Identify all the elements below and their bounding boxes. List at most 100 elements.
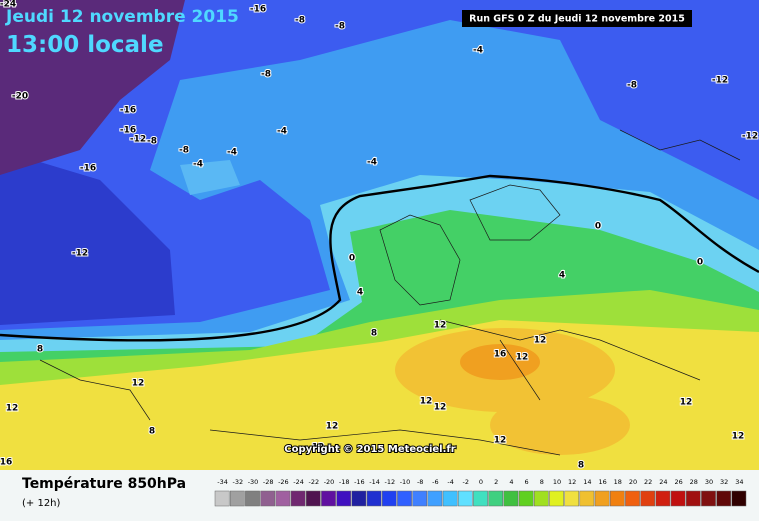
legend-label: 18 xyxy=(614,478,622,486)
legend-label: -26 xyxy=(278,478,289,486)
contour-label: -16 xyxy=(120,126,136,136)
contour-label: -16 xyxy=(250,5,266,15)
legend-swatch xyxy=(305,490,321,507)
contour-label: 12 xyxy=(132,379,145,389)
legend-swatch xyxy=(381,490,397,507)
legend-swatch xyxy=(275,490,291,507)
contour-label: -8 xyxy=(179,146,189,156)
legend-label: 6 xyxy=(525,478,529,486)
legend-swatch xyxy=(640,490,656,507)
legend-swatch xyxy=(412,490,428,507)
legend-label: 16 xyxy=(598,478,606,486)
contour-label: -4 xyxy=(367,158,377,168)
copyright: Copyright © 2015 Meteociel.fr xyxy=(284,444,455,455)
contour-label: 8 xyxy=(149,427,155,437)
contour-label: -12 xyxy=(72,249,88,259)
contour-label: 12 xyxy=(434,403,447,413)
legend-label: -24 xyxy=(293,478,304,486)
contour-label: 4 xyxy=(357,288,363,298)
contour-label: -8 xyxy=(295,16,305,26)
legend-swatch xyxy=(685,490,701,507)
contour-label: 8 xyxy=(578,461,584,471)
legend-label: 14 xyxy=(583,478,591,486)
legend-label: -6 xyxy=(432,478,438,486)
contour-label: 4 xyxy=(559,271,565,281)
legend-swatch xyxy=(564,490,580,507)
legend-swatch xyxy=(366,490,382,507)
contour-label: 12 xyxy=(434,321,447,331)
contour-label: 12 xyxy=(6,404,19,414)
contour-label: -4 xyxy=(277,127,287,137)
legend-swatch xyxy=(518,490,534,507)
legend-swatch xyxy=(397,490,412,507)
contour-label: 12 xyxy=(534,336,547,346)
temperature-band xyxy=(180,160,240,195)
legend-swatch xyxy=(473,490,488,507)
legend-swatch xyxy=(351,490,367,507)
legend-label: 0 xyxy=(479,478,483,486)
legend-label: 2 xyxy=(494,478,498,486)
legend-swatch xyxy=(457,490,473,507)
legend-label: 8 xyxy=(540,478,544,486)
contour-label: 0 xyxy=(349,254,355,264)
contour-label: -12 xyxy=(742,132,758,142)
contour-label: -16 xyxy=(120,106,136,116)
legend-swatch xyxy=(579,490,595,507)
contour-label: 16 xyxy=(494,350,507,360)
contour-label: -24 xyxy=(0,0,16,10)
legend-swatch xyxy=(336,490,352,507)
contour-label: 12 xyxy=(680,398,693,408)
legend-swatch xyxy=(731,490,747,507)
contour-label: -8 xyxy=(627,81,637,91)
contour-label: 12 xyxy=(420,397,433,407)
contour-label: 12 xyxy=(516,353,529,363)
legend-swatch xyxy=(427,490,443,507)
contour-label: -4 xyxy=(227,148,237,158)
contour-label: -20 xyxy=(12,92,28,102)
legend-label: 24 xyxy=(659,478,667,486)
map-time: 13:00 locale xyxy=(6,32,164,58)
temperature-band xyxy=(490,395,630,455)
legend-swatch xyxy=(533,490,549,507)
legend-label: 22 xyxy=(644,478,652,486)
coastline xyxy=(39,129,741,456)
contour-label: -8 xyxy=(261,70,271,80)
legend-swatch xyxy=(229,490,245,507)
legend-label: 32 xyxy=(720,478,728,486)
contour-label: 12 xyxy=(326,422,339,432)
legend-label: -32 xyxy=(232,478,243,486)
contour-label: 12 xyxy=(312,443,325,453)
legend-label: 20 xyxy=(629,478,637,486)
contour-label: 0 xyxy=(595,222,601,232)
legend-swatch xyxy=(214,490,230,507)
contour-label: -4 xyxy=(193,160,203,170)
legend-swatch xyxy=(245,490,260,507)
contour-label: -8 xyxy=(335,22,345,32)
legend-swatch xyxy=(549,490,564,507)
temperature-band xyxy=(460,344,540,380)
legend-title: Température 850hPa xyxy=(22,476,186,492)
contour-label: 12 xyxy=(494,436,507,446)
legend-label: 26 xyxy=(674,478,682,486)
legend-label: -8 xyxy=(417,478,423,486)
contour-label: -4 xyxy=(473,46,483,56)
contour-label: 8 xyxy=(37,345,43,355)
contour-label: 12 xyxy=(732,432,745,442)
legend-label: 4 xyxy=(509,478,513,486)
legend-swatch xyxy=(701,490,716,507)
legend-subtitle: (+ 12h) xyxy=(22,498,61,509)
legend-swatch xyxy=(670,490,686,507)
legend-label: -18 xyxy=(339,478,350,486)
legend-swatch xyxy=(625,490,640,507)
legend-label: 28 xyxy=(690,478,698,486)
contour-label: 8 xyxy=(371,329,377,339)
legend-swatch xyxy=(488,490,504,507)
legend-label: -34 xyxy=(217,478,228,486)
legend-label: 12 xyxy=(568,478,576,486)
legend-label: -10 xyxy=(400,478,411,486)
contour-label: 16 xyxy=(0,458,12,468)
contour-label: -16 xyxy=(80,164,96,174)
run-box xyxy=(462,10,692,27)
legend-label: -30 xyxy=(248,478,259,486)
